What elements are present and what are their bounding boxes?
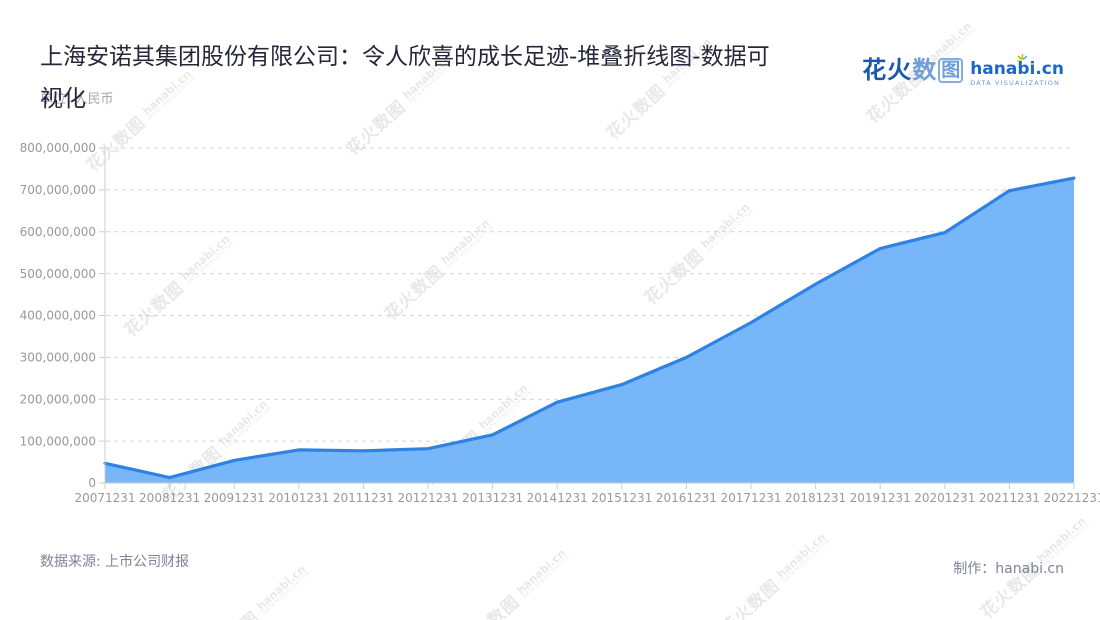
x-axis-label: 20191231 (850, 491, 911, 505)
y-axis-label: 800,000,000 (20, 141, 96, 155)
logo-en-block: hanabi.cn DATA VISUALIZATION (970, 54, 1064, 87)
sparkle-icon (1016, 52, 1029, 68)
series-line[interactable] (103, 176, 1076, 480)
logo-huahuo-text: 花火 (862, 56, 913, 85)
x-axis-label: 20071231 (74, 491, 135, 505)
y-axis-label: 0 (88, 476, 96, 490)
logo-hanabi-text: hanabi.cn (970, 59, 1064, 79)
y-axis-label: 400,000,000 (20, 309, 96, 323)
x-axis-label: 20111231 (333, 491, 394, 505)
x-axis-label: 20121231 (397, 491, 458, 505)
y-axis-label: 200,000,000 (20, 392, 96, 406)
logo-cn-text: 花火 数 图 (862, 56, 964, 85)
data-source-note: 数据来源: 上市公司财报 (40, 554, 190, 570)
y-axis-label: 600,000,000 (20, 225, 96, 239)
x-axis-label: 20161231 (656, 491, 717, 505)
x-axis-label: 20171231 (720, 491, 781, 505)
y-axis-label: 500,000,000 (20, 267, 96, 281)
logo-tu-boxed-text: 图 (938, 58, 964, 83)
logo-shu-text: 数 (912, 56, 937, 85)
x-axis-label: 20221231 (1043, 491, 1100, 505)
y-axis-label: 100,000,000 (20, 434, 96, 448)
logo-tagline-text: DATA VISUALIZATION (970, 79, 1061, 87)
x-axis-label: 20091231 (204, 491, 265, 505)
x-axis-label: 20131231 (462, 491, 523, 505)
x-axis-label: 20101231 (268, 491, 329, 505)
x-axis-label: 20181231 (785, 491, 846, 505)
credit-note: 制作：hanabi.cn (953, 561, 1064, 577)
y-axis-label: 700,000,000 (20, 183, 96, 197)
x-axis-label: 20201231 (914, 491, 975, 505)
unit-label: 单位: 人民币 (40, 92, 114, 107)
page-title: 上海安诺其集团股份有限公司：令人欣喜的成长足迹-堆叠折线图-数据可视化 (40, 44, 770, 112)
x-axis-label: 20081231 (139, 491, 200, 505)
x-axis-label: 20211231 (979, 491, 1040, 505)
hanabi-logo: 花火 数 图 hanabi.cn DATA VISUALIZATION (862, 54, 1064, 87)
x-axis-label: 20141231 (527, 491, 588, 505)
area-series-fill[interactable] (105, 178, 1074, 483)
x-axis-label: 20151231 (591, 491, 652, 505)
y-axis-label: 300,000,000 (20, 351, 96, 365)
